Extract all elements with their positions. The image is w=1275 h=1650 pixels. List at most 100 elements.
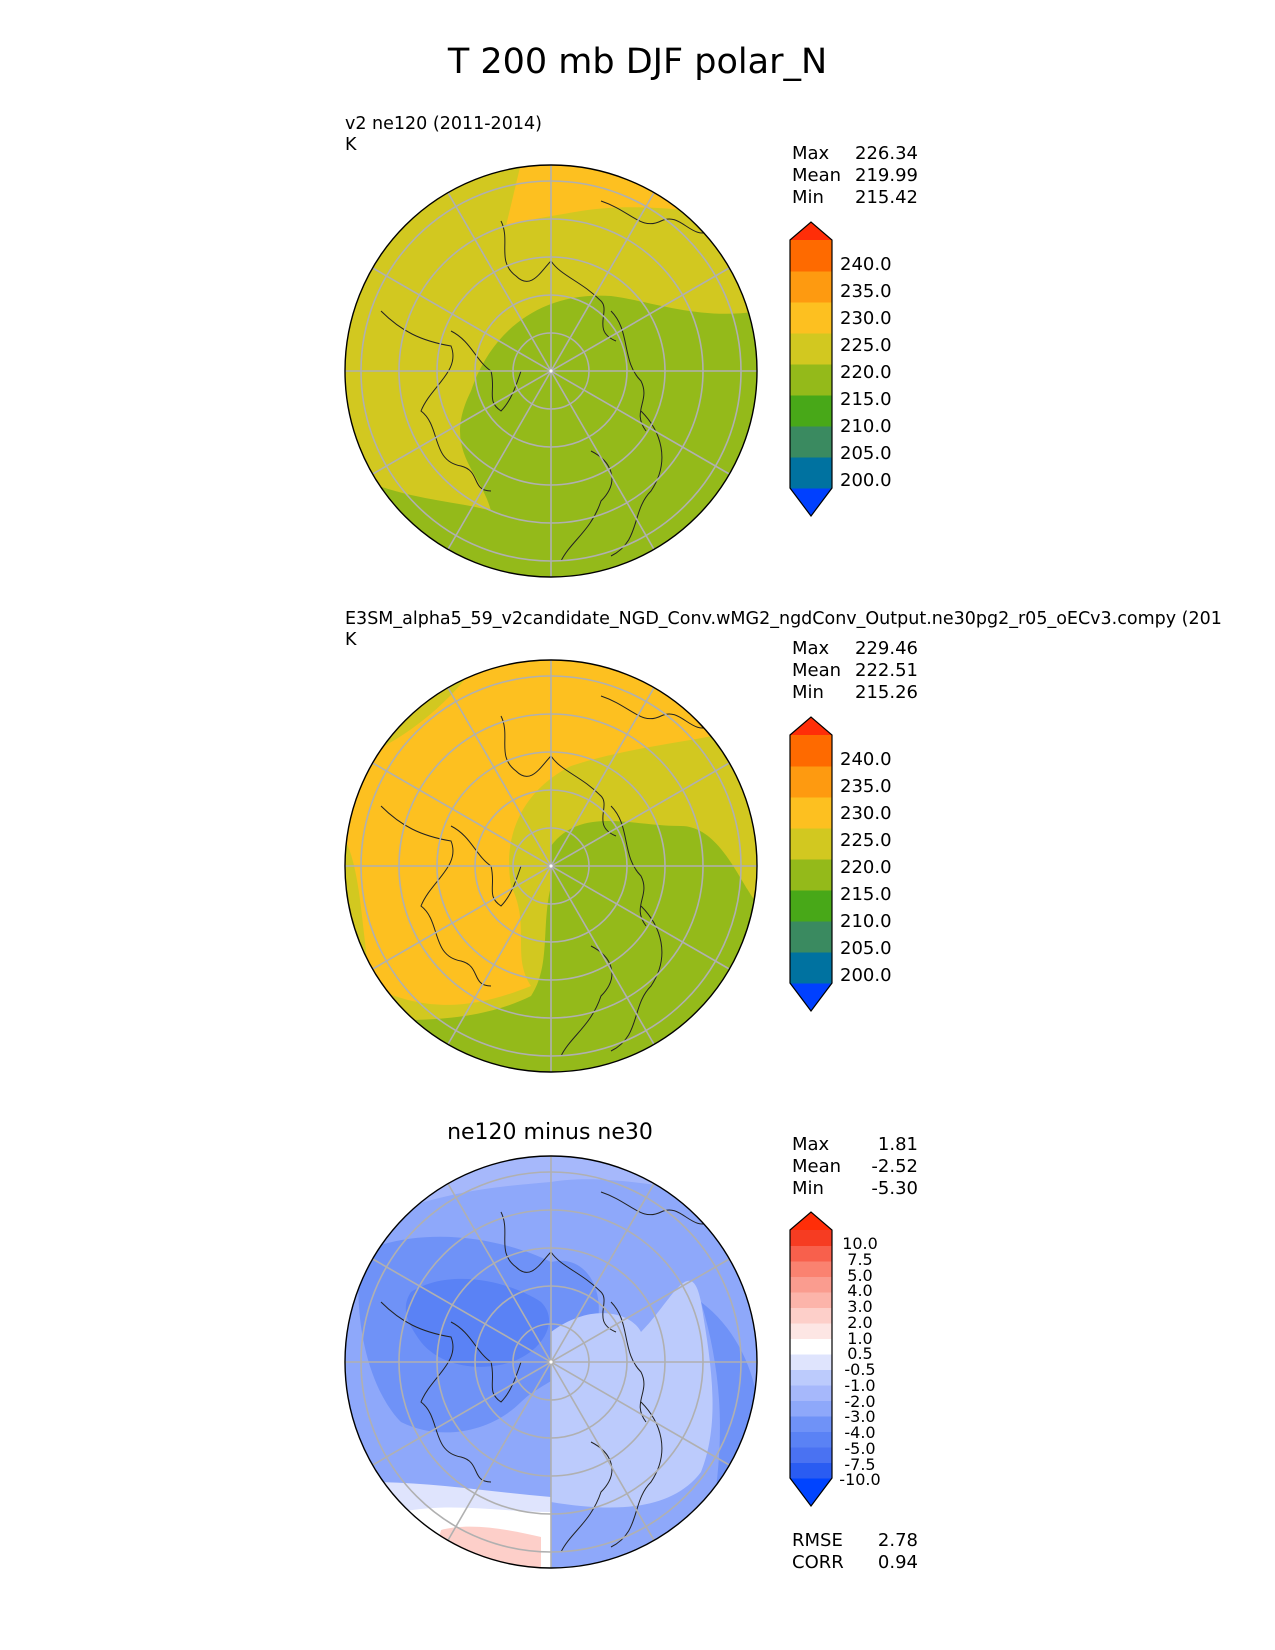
panel2-polar-map: [344, 659, 758, 1073]
panel1-title: v2 ne120 (2011-2014): [345, 114, 542, 134]
colorbar-band: [790, 1323, 832, 1339]
colorbar-band: [790, 952, 832, 984]
colorbar-band: [790, 395, 832, 427]
stat-max-label: Max: [792, 1134, 830, 1155]
stat-mean-label: Mean: [792, 1156, 842, 1177]
panel1-units: K: [345, 135, 357, 155]
tick-label: 1.0: [847, 1329, 872, 1348]
colorbar-band: [790, 828, 832, 860]
colorbar-band: [790, 797, 832, 829]
corr-label: CORR: [792, 1552, 844, 1573]
stat-mean-label: Mean: [792, 660, 842, 681]
tick-label: 4.0: [847, 1281, 872, 1300]
panel1-polar-map: [344, 164, 758, 578]
stat-max-value: 226.34: [855, 143, 918, 164]
colorbar-band: [790, 271, 832, 303]
panel2-colorbar: 240.0 235.0 230.0 225.0 220.0 215.0 210.…: [789, 716, 892, 1012]
colorbar-band: [790, 1354, 832, 1370]
colorbar-band: [790, 488, 832, 516]
stat-min-label: Min: [792, 187, 824, 208]
tick-label: 215.0: [840, 389, 892, 410]
tick-label: 205.0: [840, 443, 892, 464]
stat-min-value: 215.26: [855, 682, 918, 703]
stat-max-label: Max: [792, 143, 830, 164]
colorbar-tick-labels: 240.0 235.0 230.0 225.0 220.0 215.0 210.…: [840, 749, 892, 986]
map-boundary: [344, 164, 758, 578]
colorbar-bands: [790, 1212, 832, 1506]
colorbar-band: [790, 1400, 832, 1417]
panel3-polar-map: [344, 1155, 758, 1569]
colorbar-tick-labels: 10.0 7.5 5.0 4.0 3.0 2.0 1.0 0.5 -0.5 -1…: [839, 1234, 880, 1489]
panel1-stats: Max 226.34 Mean 219.99 Min 215.42: [792, 143, 918, 209]
tick-label: -5.0: [844, 1439, 875, 1458]
tick-label: -0.5: [844, 1360, 875, 1379]
tick-label: 5.0: [847, 1266, 872, 1285]
colorbar-band: [790, 921, 832, 953]
map-boundary: [344, 659, 758, 1073]
colorbar-band: [790, 983, 832, 1011]
colorbar-band: [790, 222, 832, 240]
field-fill-220-225: [345, 165, 757, 511]
colorbar-band: [790, 426, 832, 458]
stat-mean-value: 219.99: [855, 165, 918, 186]
panel3-title: ne120 minus ne30: [447, 1120, 653, 1145]
colorbar-band: [790, 457, 832, 489]
tick-label: 2.0: [847, 1313, 872, 1332]
tick-label: 205.0: [840, 938, 892, 959]
stat-min-value: 215.42: [855, 187, 918, 208]
field-fill-225-230: [345, 660, 757, 1005]
tick-label: 220.0: [840, 857, 892, 878]
stat-min-label: Min: [792, 1178, 824, 1199]
rmse-value: 2.78: [877, 1530, 918, 1551]
field-fill-minus4-minus5: [405, 1278, 550, 1367]
colorbar-band: [790, 364, 832, 396]
colorbar-band: [790, 302, 832, 334]
panel2-title: E3SM_alpha5_59_v2candidate_NGD_Conv.wMG2…: [345, 609, 1222, 629]
colorbar-band: [790, 1261, 832, 1277]
tick-label: -3.0: [844, 1407, 875, 1426]
colorbar-band: [790, 1230, 832, 1246]
colorbar-band: [790, 1276, 832, 1293]
colorbar-band: [790, 890, 832, 922]
panel3-stats: Max 1.81 Mean -2.52 Min -5.30: [792, 1134, 918, 1200]
stat-mean-value: 222.51: [855, 660, 918, 681]
stat-max-label: Max: [792, 638, 830, 659]
tick-label: 3.0: [847, 1297, 872, 1316]
tick-label: 210.0: [840, 416, 892, 437]
tick-label: 200.0: [840, 965, 892, 986]
colorbar-band: [790, 1307, 832, 1324]
tick-label: 200.0: [840, 470, 892, 491]
tick-label: -2.0: [844, 1392, 875, 1411]
colorbar-bands: [790, 222, 832, 516]
colorbar-band: [790, 333, 832, 365]
field-fill-0-minus1: [551, 1280, 713, 1508]
tick-label: -10.0: [839, 1470, 880, 1489]
colorbar-band: [790, 766, 832, 798]
colorbar-band: [790, 1245, 832, 1262]
corr-value: 0.94: [877, 1552, 918, 1573]
panel1-colorbar: 240.0 235.0 230.0 225.0 220.0 215.0 210.…: [789, 221, 892, 517]
panel2-stats: Max 229.46 Mean 222.51 Min 215.26: [792, 638, 918, 704]
rmse-label: RMSE: [792, 1530, 843, 1551]
colorbar-band: [790, 1447, 832, 1463]
tick-label: 235.0: [840, 776, 892, 797]
colorbar-band: [790, 1416, 832, 1432]
colorbar-band: [790, 1385, 832, 1401]
colorbar-band: [790, 1212, 832, 1230]
tick-label: -7.5: [844, 1455, 875, 1474]
colorbar-tick-labels: 240.0 235.0 230.0 225.0 220.0 215.0 210.…: [840, 254, 892, 491]
tick-label: 225.0: [840, 335, 892, 356]
stat-max-value: 229.46: [855, 638, 918, 659]
colorbar-band: [790, 1431, 832, 1448]
tick-label: 215.0: [840, 884, 892, 905]
stat-mean-label: Mean: [792, 165, 842, 186]
colorbar-band: [790, 735, 832, 767]
colorbar-band: [790, 859, 832, 891]
colorbar-band: [790, 1292, 832, 1308]
tick-label: 225.0: [840, 830, 892, 851]
tick-label: -1.0: [844, 1376, 875, 1395]
colorbar-band: [790, 1462, 832, 1479]
tick-label: 235.0: [840, 281, 892, 302]
tick-label: 240.0: [840, 254, 892, 275]
colorbar-band: [790, 1338, 832, 1355]
